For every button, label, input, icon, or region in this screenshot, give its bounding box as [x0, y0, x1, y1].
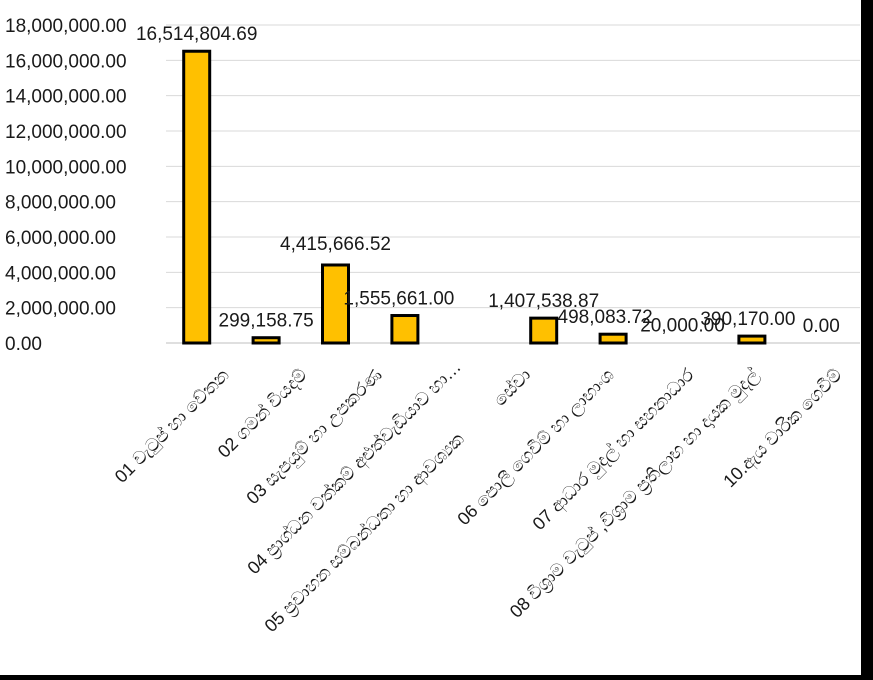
bars: [182, 49, 767, 345]
bar: [737, 334, 767, 345]
bar: [529, 316, 559, 345]
data-label: 16,514,804.69: [136, 24, 258, 45]
data-label: 4,415,666.52: [280, 234, 391, 255]
bar: [321, 263, 350, 345]
data-label: 498,083.72: [558, 307, 653, 328]
data-label: 1,555,661.00: [343, 289, 454, 310]
bar: [390, 314, 420, 345]
x-tick-label: 06 පොලී ගෙවීම් හා ලාභාංශ: [453, 365, 618, 530]
y-tick-label: 10,000,000.00: [5, 157, 127, 178]
data-label: 299,158.75: [219, 311, 314, 332]
right-edge: [861, 0, 873, 675]
axes: 0.00 2,000,000.00 4,000,000.00 6,000,000.00…: [5, 16, 860, 355]
y-tick-label: 4,000,000.00: [5, 263, 116, 284]
data-label: 0.00: [803, 316, 840, 337]
y-tick-label: 12,000,000.00: [5, 122, 127, 143]
x-tick-label: සේවා: [489, 365, 534, 410]
y-tick-label: 8,000,000.00: [5, 193, 116, 214]
x-tick-label: 08 විශ්‍රාම වැටුප් ,විශ්‍රාම ප්‍රතිලාභ හ…: [506, 364, 764, 622]
bar: [251, 336, 281, 345]
data-label: 390,170.00: [700, 309, 795, 330]
y-tick-label: 6,000,000.00: [5, 228, 116, 249]
chart-area: 0.00 2,000,000.00 4,000,000.00 6,000,000.00…: [0, 0, 861, 675]
bar-chart: 0.00 2,000,000.00 4,000,000.00 6,000,000.00…: [5, 16, 860, 638]
y-tick-label: 0.00: [5, 334, 42, 355]
data-label: 1,407,538.87: [488, 291, 599, 312]
data-label: 20,000.00: [640, 316, 725, 337]
y-tick-label: 16,000,000.00: [5, 51, 127, 72]
gridlines: [166, 24, 860, 344]
data-labels: 16,514,804.69 299,158.75 4,415,666.52 1,555…: [136, 24, 840, 337]
x-tick-label: 03 සැපයුම් හා උපකරණ: [242, 365, 386, 509]
y-tick-label: 14,000,000.00: [5, 87, 127, 108]
bar: [182, 49, 212, 345]
y-tick-label: 18,000,000.00: [5, 16, 127, 37]
y-tick-label: 2,000,000.00: [5, 299, 116, 320]
bar: [598, 332, 628, 345]
x-tick-label: 01 වැටුප් හා වේතන: [111, 365, 233, 487]
